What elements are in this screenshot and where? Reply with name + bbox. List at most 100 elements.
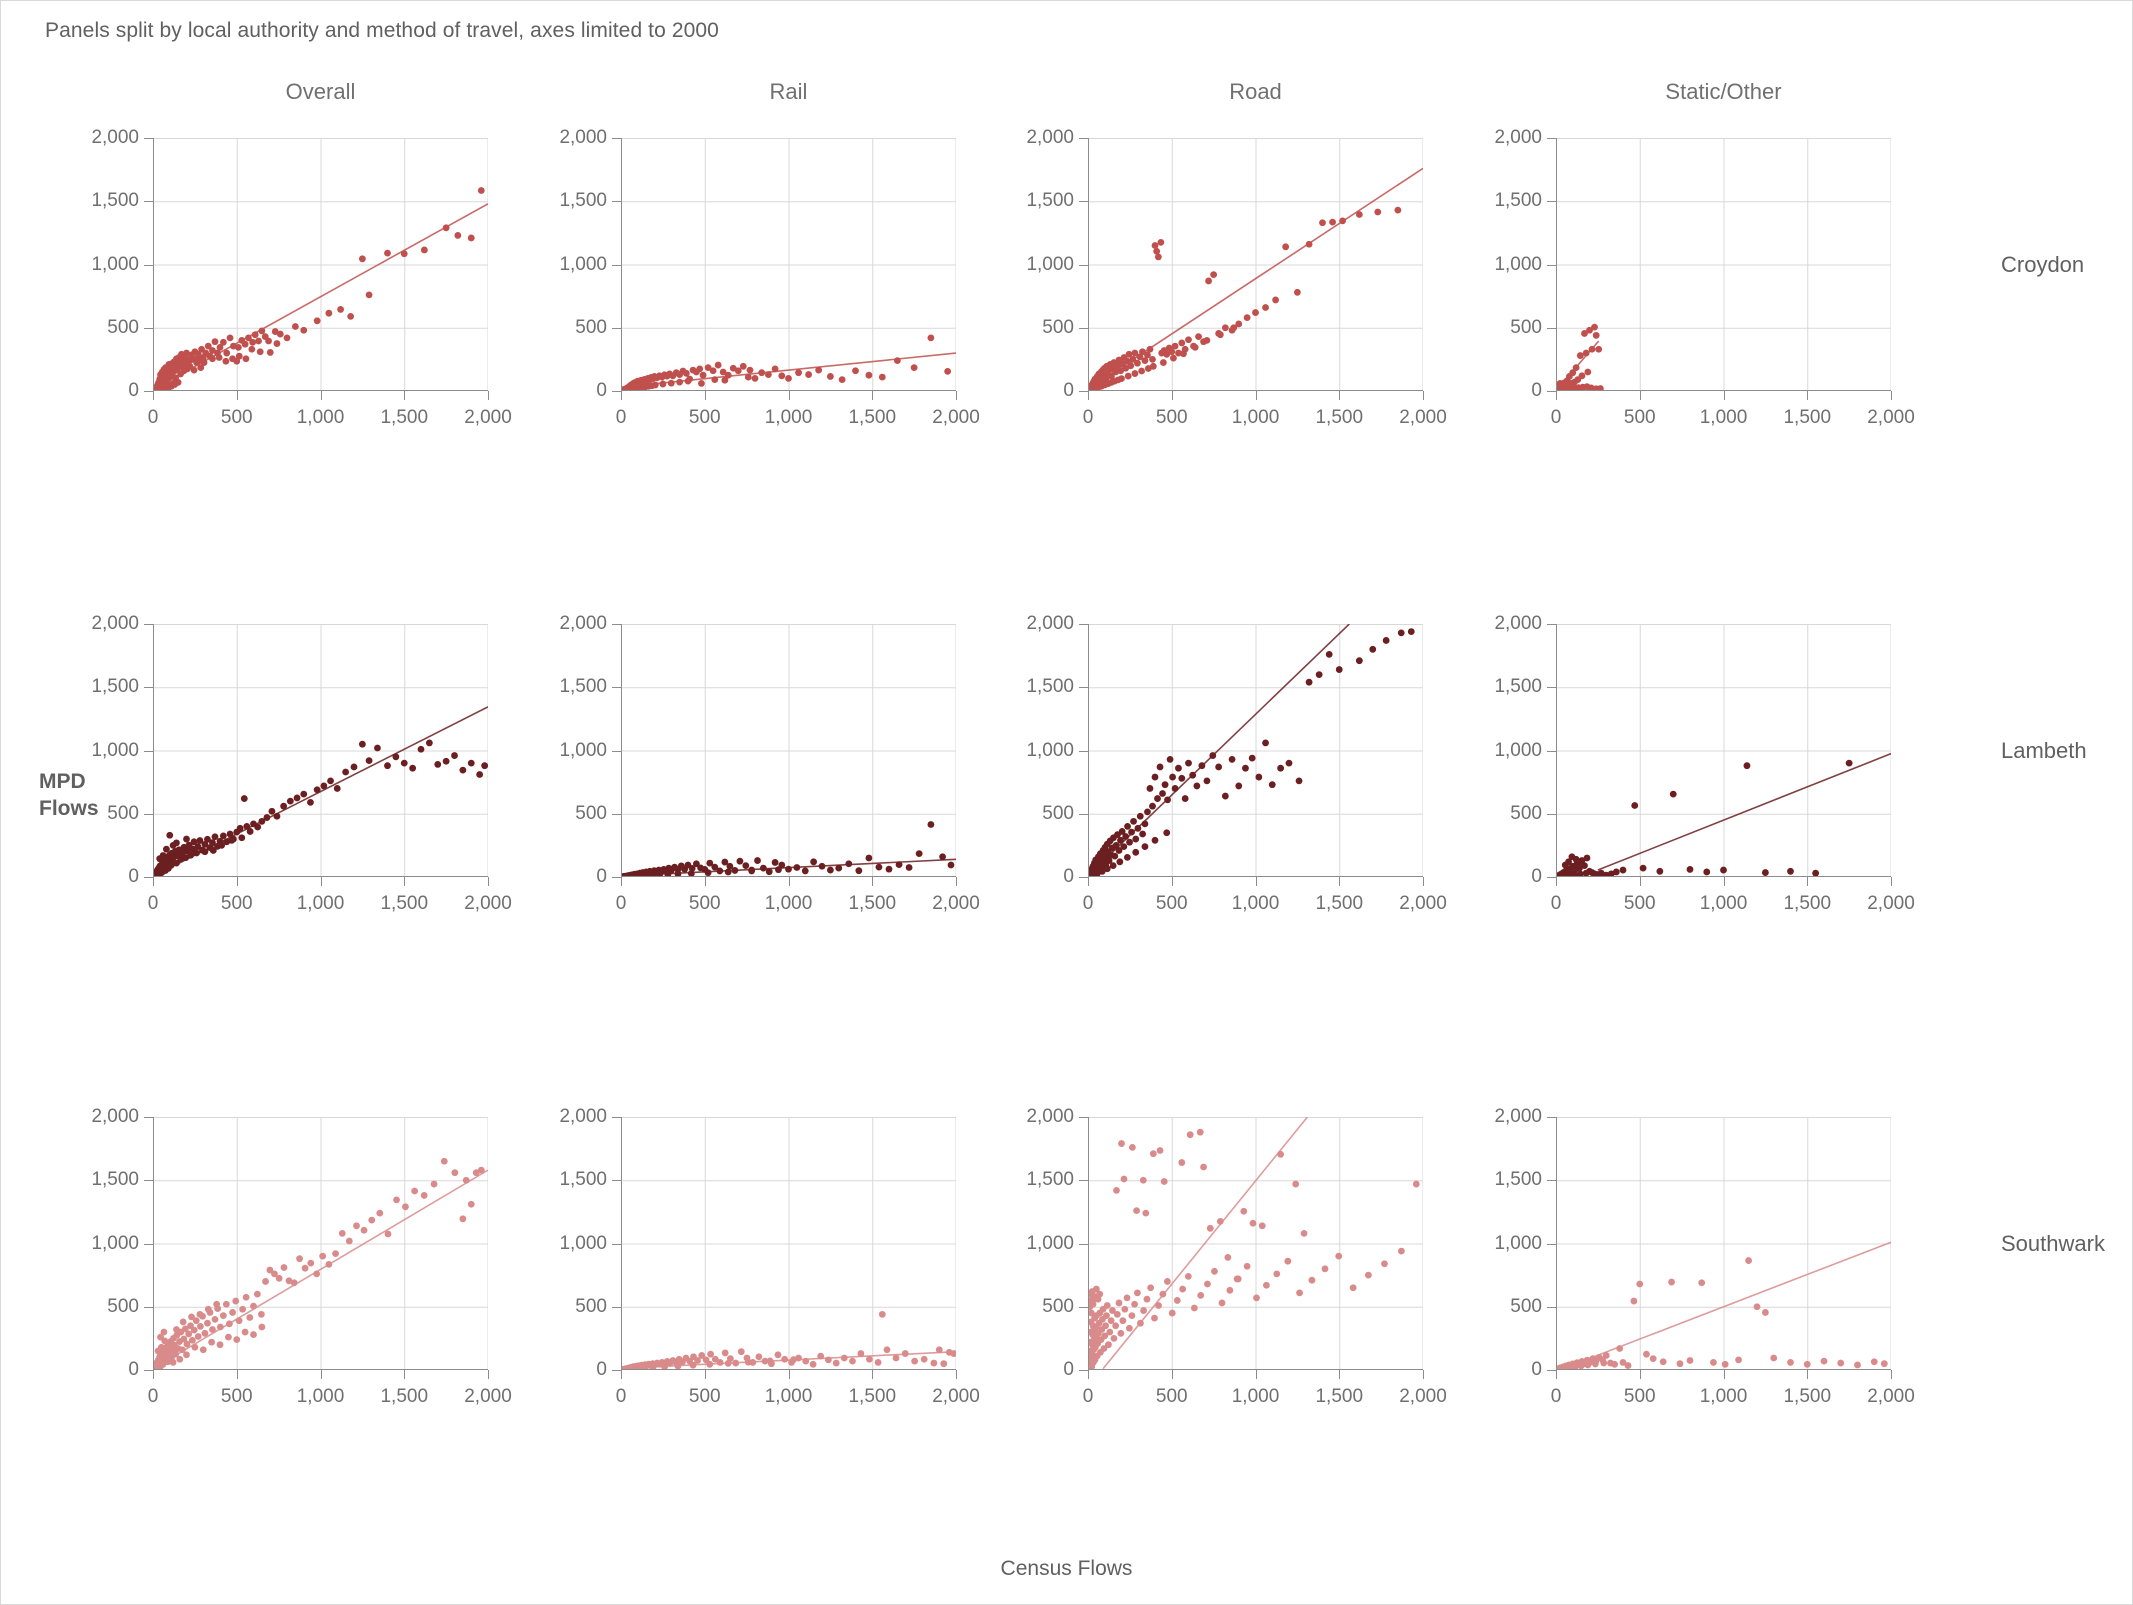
data-points [1556, 323, 1604, 391]
x-tick-label: 1,000 [1231, 893, 1280, 914]
data-point [1197, 1291, 1205, 1299]
data-point [365, 291, 373, 299]
data-point [1412, 1180, 1420, 1188]
trend-line [153, 1169, 488, 1370]
data-point [1198, 762, 1206, 770]
data-point [1381, 1260, 1388, 1268]
data-point [1600, 1359, 1608, 1367]
data-point [1216, 1217, 1224, 1225]
x-tick-mark [956, 1370, 957, 1379]
data-point [254, 823, 262, 831]
data-point [1122, 833, 1130, 840]
y-tick-mark [144, 201, 153, 202]
y-tick-mark [1547, 1180, 1556, 1181]
data-point [1131, 370, 1139, 377]
data-point [1121, 1305, 1129, 1313]
data-point [661, 1363, 668, 1370]
x-tick-label: 0 [1550, 893, 1562, 914]
data-point [1285, 759, 1293, 767]
data-point [238, 834, 246, 842]
data-point [1112, 1322, 1120, 1330]
y-tick-mark [144, 1180, 153, 1181]
gridlines [621, 138, 956, 391]
data-point [1335, 1252, 1343, 1260]
data-point [651, 381, 659, 389]
data-point [1153, 247, 1161, 255]
data-point [1141, 357, 1149, 365]
data-point [1151, 1314, 1158, 1322]
data-point [1106, 1328, 1114, 1336]
y-tick-label: 2,000 [1026, 1106, 1074, 1127]
data-point [1092, 1285, 1100, 1293]
data-point [1127, 362, 1135, 370]
x-tick-mark [404, 391, 405, 400]
data-point [193, 849, 200, 857]
data-point [1134, 359, 1141, 367]
data-point [1252, 309, 1259, 316]
data-point [1105, 857, 1113, 864]
data-point [1255, 773, 1263, 781]
data-point [1186, 1131, 1194, 1139]
data-point [1581, 862, 1588, 870]
data-point [1649, 1355, 1657, 1363]
data-point [1248, 754, 1256, 762]
y-tick-mark [1547, 201, 1556, 202]
y-tick-label: 0 [1531, 1359, 1542, 1380]
data-point [1125, 350, 1133, 358]
x-tick-label: 1,000 [764, 1386, 813, 1407]
data-point [402, 1203, 409, 1211]
data-point [266, 349, 274, 356]
data-point [232, 1297, 240, 1305]
data-point [688, 865, 696, 872]
data-point [838, 376, 846, 384]
x-tick-label: 1,000 [764, 407, 813, 428]
row-header-southwark: Southwark [2001, 1230, 2105, 1256]
x-tick-label: 1,000 [1699, 893, 1748, 914]
panel-southwark-overall [153, 1117, 488, 1370]
data-point [1122, 364, 1130, 372]
x-tick-mark [1423, 877, 1424, 886]
data-point [1803, 1360, 1811, 1368]
x-tick-mark [321, 1370, 322, 1379]
y-tick-mark [1547, 814, 1556, 815]
data-point [440, 1157, 448, 1165]
x-tick-mark [621, 391, 622, 400]
data-point [1089, 1300, 1097, 1308]
data-point [1591, 323, 1598, 331]
x-tick-mark [1256, 391, 1257, 400]
y-tick-label: 2,000 [91, 1106, 139, 1127]
data-point [1144, 808, 1151, 816]
data-point [393, 1196, 400, 1204]
trend-line [1562, 1241, 1891, 1370]
data-point [224, 1333, 232, 1341]
data-point [1218, 1299, 1226, 1307]
data-point [1154, 253, 1162, 261]
x-tick-label: 2,000 [1399, 1386, 1447, 1407]
y-tick-mark [612, 1244, 621, 1245]
data-point [1277, 1150, 1285, 1158]
data-point [826, 373, 834, 380]
panel-southwark-rail [621, 1117, 956, 1370]
data-point [1178, 1159, 1186, 1166]
data-point [1292, 1180, 1300, 1188]
data-point [795, 369, 802, 377]
scatter-plot [153, 138, 488, 391]
data-point [333, 785, 341, 792]
y-tick-mark [144, 687, 153, 688]
x-tick-mark [956, 391, 957, 400]
data-point [1315, 671, 1323, 678]
data-point [736, 857, 744, 865]
data-point [1591, 1360, 1599, 1368]
y-tick-mark [612, 138, 621, 139]
x-tick-label: 2,000 [1867, 893, 1915, 914]
data-point [1139, 348, 1146, 356]
data-point [1088, 1309, 1095, 1317]
data-points [621, 821, 955, 877]
data-point [1171, 785, 1179, 792]
data-point [180, 1335, 188, 1343]
data-point [1168, 348, 1176, 356]
data-point [1335, 666, 1343, 673]
data-point [1118, 1140, 1125, 1147]
data-point [714, 361, 722, 369]
data-point [183, 1340, 191, 1348]
